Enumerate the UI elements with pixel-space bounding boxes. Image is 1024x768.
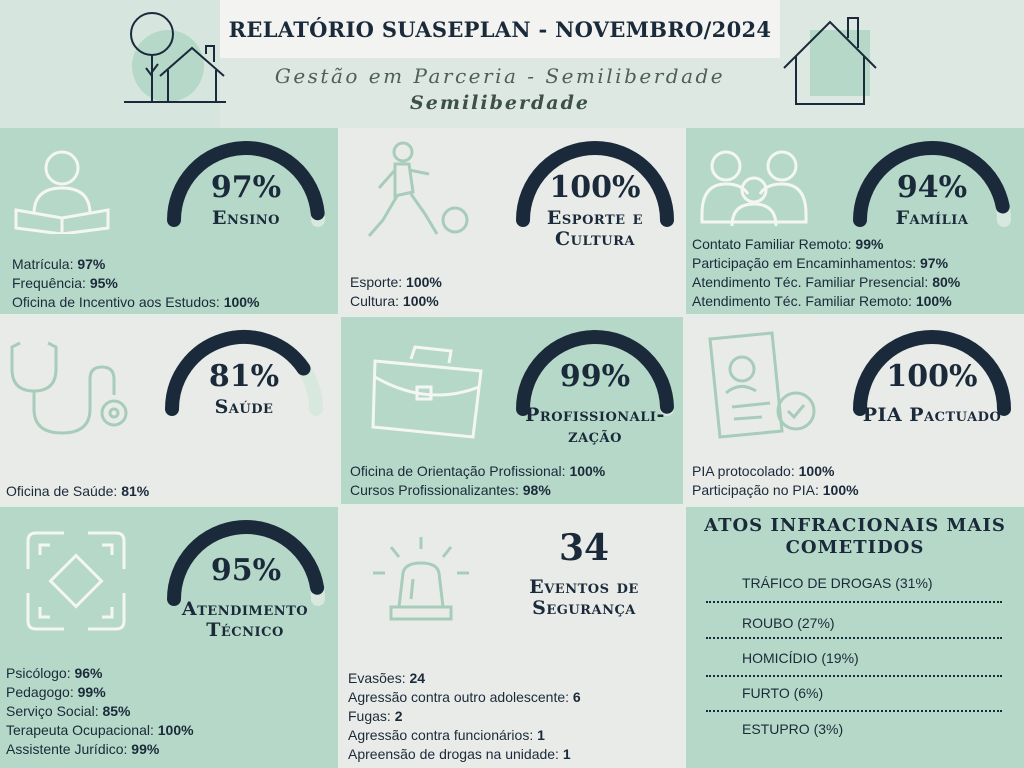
list-item: Frequência: 95% (12, 275, 118, 291)
list-item: Agressão contra outro adolescente: 6 (348, 689, 581, 705)
label-esporte: Esporte e Cultura (546, 207, 644, 250)
report-title: RELATÓRIO SUASEPLAN - NOVEMBRO/2024 (228, 16, 772, 42)
report-subtitle: Gestão em Parceria - Semiliberdade (274, 64, 726, 88)
card-atendimento: 95% Atendimento Técnico Psicólogo: 96% P… (0, 507, 338, 768)
list-item: Atendimento Téc. Familiar Remoto: 100% (692, 293, 952, 309)
gauge-esporte (516, 140, 674, 227)
list-item: Psicólogo: 96% (6, 665, 103, 681)
pct-prof: 99% (559, 359, 631, 394)
lines-familia: Contato Familiar Remoto: 99% Participaçã… (692, 235, 960, 311)
gauge-fill (853, 141, 1010, 227)
gauge-fill (167, 520, 325, 606)
gauge-fill (167, 141, 325, 227)
label-atendimento: Atendimento Técnico (181, 598, 309, 641)
gauge-fill (853, 329, 1011, 416)
list-item: Oficina de Incentivo aos Estudos: 100% (12, 294, 260, 310)
stethoscope-icon (10, 341, 128, 435)
pct-saude: 81% (208, 359, 280, 394)
list-item: ESTUPRO (3%) (742, 721, 844, 737)
document-approved-icon (708, 331, 816, 439)
list-item: Agressão contra funcionários: 1 (348, 727, 545, 743)
list-item: TRÁFICO DE DROGAS (31%) (742, 575, 933, 591)
divider (706, 637, 1002, 639)
report-title-box: RELATÓRIO SUASEPLAN - NOVEMBRO/2024 (220, 0, 780, 58)
gauge-fill (165, 330, 311, 416)
divider (706, 675, 1002, 677)
list-item: Participação no PIA: 100% (692, 482, 859, 498)
list-item: HOMICÍDIO (19%) (742, 650, 859, 666)
gauge-familia (853, 141, 1011, 227)
atos-title: ATOS INFRACIONAIS MAIS COMETIDOS (704, 515, 1006, 558)
siren-icon (373, 537, 469, 621)
lines-atendimento: Psicólogo: 96% Pedagogo: 99% Serviço Soc… (6, 664, 194, 759)
list-item: Matrícula: 97% (12, 256, 106, 272)
list-item: Oficina de Orientação Profissional: 100% (350, 463, 606, 479)
tree-house-icon (124, 12, 226, 103)
gauge-fill (516, 330, 674, 416)
gauge-prof (516, 330, 674, 416)
lines-esporte: Esporte: 100% Cultura: 100% (350, 273, 442, 311)
divider (706, 601, 1002, 603)
reading-person-icon (14, 150, 110, 234)
lines-ensino: Matrícula: 97% Frequência: 95% Oficina d… (12, 255, 260, 312)
list-item: Pedagogo: 99% (6, 684, 106, 700)
joined-hands-icon (26, 531, 126, 631)
pct-atendimento: 95% (210, 553, 282, 588)
list-item: Esporte: 100% (350, 274, 442, 290)
list-item: FURTO (6%) (742, 685, 824, 701)
pct-esporte: 100% (549, 170, 641, 205)
lines-seguranca: Evasões: 24 Agressão contra outro adoles… (348, 669, 581, 764)
report-subtitle-2: Semiliberdade (410, 92, 590, 114)
list-item: Fugas: 2 (348, 708, 403, 724)
list-item: Cultura: 100% (350, 293, 439, 309)
list-item: Cursos Profissionalizantes: 98% (350, 482, 551, 498)
list-item: ROUBO (27%) (742, 615, 835, 631)
gauge-fill (516, 140, 674, 227)
label-saude: Saúde (214, 396, 274, 418)
list-item: Evasões: 24 (348, 670, 426, 686)
label-familia: Família (895, 207, 969, 229)
list-item: Assistente Jurídico: 99% (6, 741, 160, 757)
lines-saude: Oficina de Saúde: 81% (6, 482, 149, 501)
security-count: 34 (558, 527, 610, 569)
list-item: Contato Familiar Remoto: 99% (692, 236, 884, 252)
label-seguranca: Eventos de Segurança (529, 576, 639, 619)
list-item: Serviço Social: 85% (6, 703, 131, 719)
family-icon (700, 150, 808, 227)
card-esporte: 100% Esporte e Cultura Esporte: 100% Cul… (341, 128, 683, 314)
label-prof: Profissionali- zação (525, 404, 665, 447)
list-item: Terapeuta Ocupacional: 100% (6, 722, 194, 738)
house-icon (783, 17, 877, 105)
list-item: Oficina de Saúde: 81% (6, 483, 150, 499)
list-item: Atendimento Téc. Familiar Presencial: 80… (692, 274, 961, 290)
card-prof: 99% Profissionali- zação Oficina de Orie… (341, 317, 683, 504)
gauge-pia (853, 329, 1011, 416)
list-item: Apreensão de drogas na unidade: 1 (348, 746, 571, 762)
pct-pia: 100% (886, 359, 978, 394)
header: RELATÓRIO SUASEPLAN - NOVEMBRO/2024 Gest… (0, 0, 1024, 128)
card-saude: 81% Saúde Oficina de Saúde: 81% (0, 317, 338, 504)
gauge-ensino (167, 141, 325, 227)
card-ensino: 97% Ensino Matrícula: 97% Frequência: 95… (0, 128, 338, 314)
pct-ensino: 97% (210, 170, 282, 205)
list-item: PIA protocolado: 100% (692, 463, 835, 479)
label-ensino: Ensino (211, 207, 281, 229)
divider (706, 710, 1002, 712)
list-item: Participação em Encaminhamentos: 97% (692, 255, 949, 271)
soccer-player-icon (367, 141, 469, 237)
card-atos: ATOS INFRACIONAIS MAIS COMETIDOS TRÁFICO… (686, 507, 1024, 768)
label-pia: PIA Pactuado (862, 404, 1002, 426)
lines-prof: Oficina de Orientação Profissional: 100%… (350, 462, 605, 500)
lines-pia: PIA protocolado: 100% Participação no PI… (692, 462, 859, 500)
gauge-saude (165, 330, 323, 416)
gauge-atendimento (167, 520, 325, 606)
briefcase-icon (371, 345, 483, 439)
card-pia: 100% PIA Pactuado PIA protocolado: 100% … (686, 317, 1024, 504)
card-seguranca: 34 Eventos de Segurança Evasões: 24 Agre… (341, 507, 683, 768)
pct-familia: 94% (896, 170, 968, 205)
card-familia: 94% Família Contato Familiar Remoto: 99%… (686, 128, 1024, 314)
